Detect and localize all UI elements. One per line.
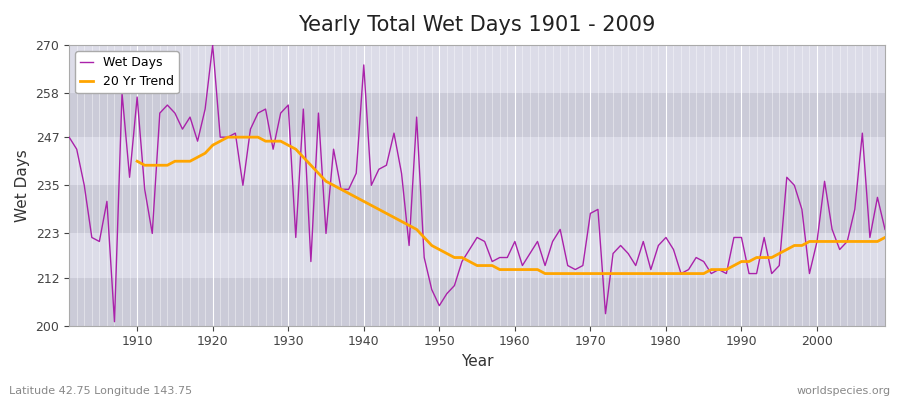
20 Yr Trend [222, 135, 233, 140]
Bar [69, 45, 885, 93]
Text: Latitude 42.75 Longitude 143.75: Latitude 42.75 Longitude 143.75 [9, 386, 192, 396]
Wet Days [305, 259, 316, 264]
Wet Days [517, 263, 527, 268]
Line: Wet Days: Wet Days [69, 45, 885, 322]
Legend: Wet Days, 20 Yr Trend: Wet Days, 20 Yr Trend [76, 51, 179, 93]
Title: Yearly Total Wet Days 1901 - 2009: Yearly Total Wet Days 1901 - 2009 [299, 15, 656, 35]
Wet Days [879, 227, 890, 232]
20 Yr Trend [283, 143, 293, 148]
20 Yr Trend [857, 239, 868, 244]
Wet Days [64, 135, 75, 140]
X-axis label: Year: Year [461, 354, 493, 369]
20 Yr Trend [592, 271, 603, 276]
20 Yr Trend [525, 267, 535, 272]
Wet Days [109, 319, 120, 324]
Bar [69, 278, 885, 326]
Text: worldspecies.org: worldspecies.org [796, 386, 891, 396]
Bar [69, 137, 885, 185]
20 Yr Trend [540, 271, 551, 276]
Wet Days [131, 95, 142, 100]
20 Yr Trend [313, 171, 324, 176]
20 Yr Trend [834, 239, 845, 244]
20 Yr Trend [879, 235, 890, 240]
Wet Days [351, 171, 362, 176]
Bar [69, 234, 885, 278]
Bar [69, 185, 885, 234]
Y-axis label: Wet Days: Wet Days [15, 149, 30, 222]
Wet Days [616, 243, 626, 248]
Line: 20 Yr Trend: 20 Yr Trend [137, 137, 885, 274]
Wet Days [207, 42, 218, 47]
20 Yr Trend [131, 159, 142, 164]
Wet Days [525, 251, 535, 256]
Bar [69, 93, 885, 137]
